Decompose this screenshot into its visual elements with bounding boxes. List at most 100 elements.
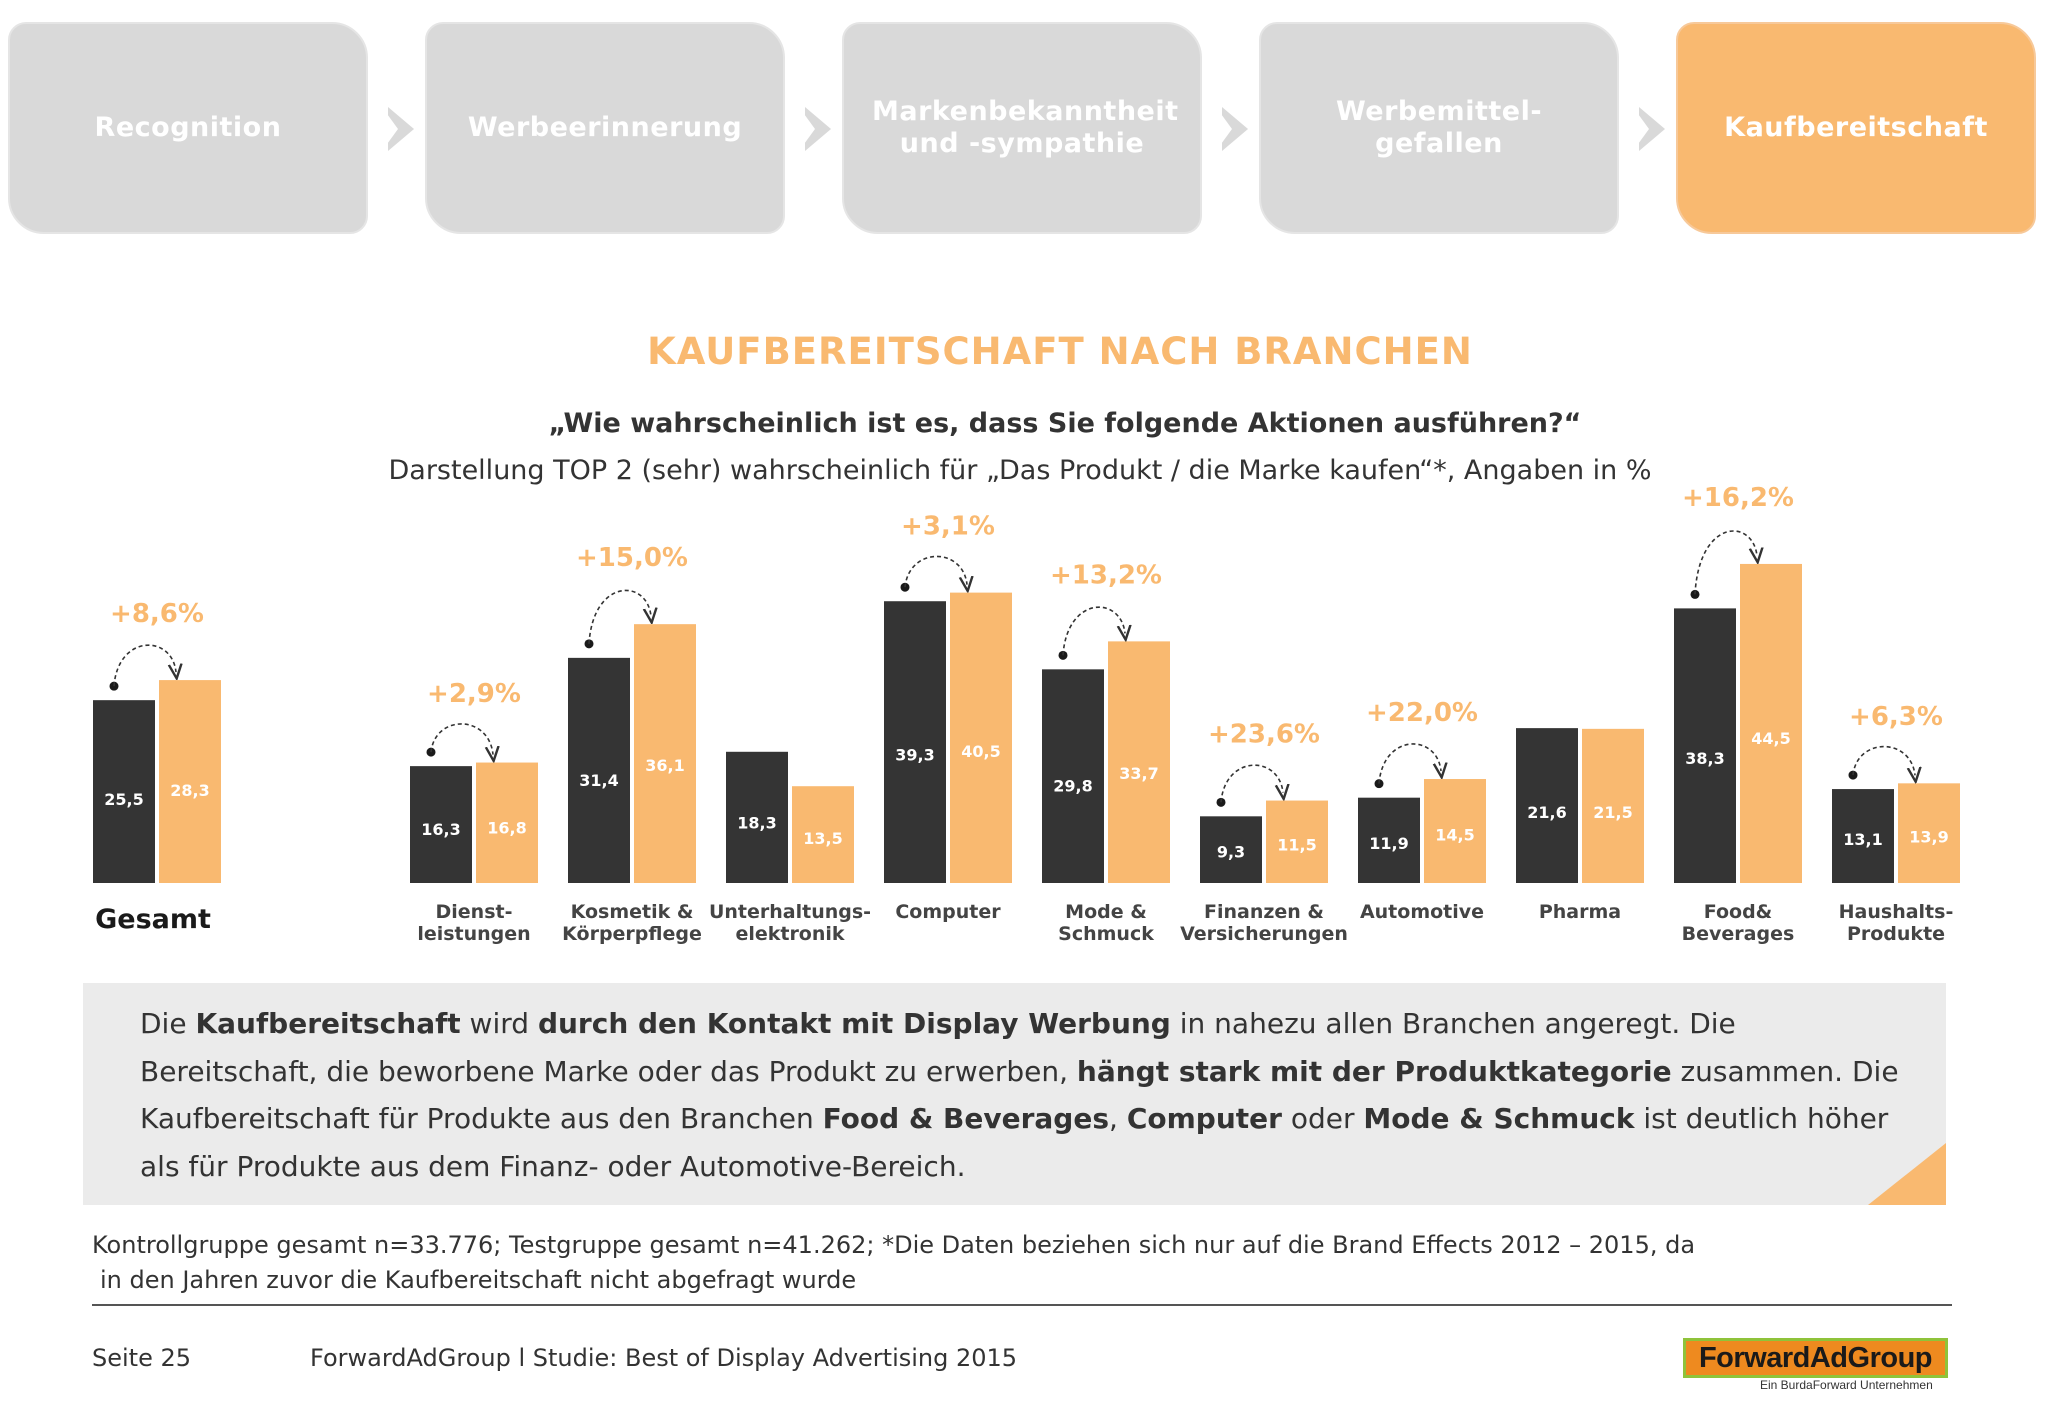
data-label-test: 33,7 — [1119, 764, 1158, 783]
data-label-test: 28,3 — [170, 781, 209, 800]
chart-subtitle: Darstellung TOP 2 (sehr) wahrscheinlich … — [388, 455, 1652, 486]
category-label: Mode & — [1065, 901, 1147, 923]
uplift-label: +6,3% — [1849, 702, 1943, 732]
arrow-start-dot — [900, 582, 910, 592]
category-label: Kosmetik & — [571, 901, 694, 923]
uplift-arrow — [1694, 530, 1757, 595]
uplift-arrow — [1378, 743, 1441, 784]
bar-control — [1358, 797, 1420, 883]
bar-control — [1674, 608, 1736, 883]
bar-control — [1516, 728, 1578, 883]
uplift-arrow — [1852, 745, 1915, 776]
arrow-start-dot — [1690, 589, 1700, 599]
data-label-test: 36,1 — [645, 756, 684, 775]
chart-question: „Wie wahrscheinlich ist es, dass Sie fol… — [548, 408, 1582, 439]
logo-subtitle: Ein BurdaForward Unternehmen — [1760, 1378, 1933, 1392]
chevron-right-icon — [1216, 107, 1248, 151]
logo: ForwardAdGroup — [1683, 1338, 1948, 1378]
step-label: Werbemittel- gefallen — [1335, 96, 1543, 159]
uplift-arrow — [430, 723, 493, 755]
data-label-test: 13,9 — [1909, 828, 1948, 847]
bar-control — [1042, 669, 1104, 883]
data-label-test: 40,5 — [961, 742, 1000, 761]
step-werbeerinnerung: Werbeerinnerung — [425, 22, 785, 234]
chart-title: KAUFBEREITSCHAFT NACH BRANCHEN — [647, 330, 1473, 373]
data-label-control: 13,1 — [1843, 830, 1882, 849]
bar-test — [1740, 563, 1802, 883]
uplift-label: +22,0% — [1366, 698, 1478, 728]
divider — [92, 1304, 1952, 1306]
chevron-right-icon — [382, 107, 414, 151]
uplift-arrow — [588, 589, 651, 644]
data-label-control: 29,8 — [1053, 776, 1092, 795]
footnote: Kontrollgruppe gesamt n=33.776; Testgrup… — [92, 1228, 1872, 1298]
data-label-test: 16,8 — [487, 818, 526, 837]
category-label: leistungen — [417, 923, 530, 945]
arrow-start-dot — [1848, 770, 1858, 780]
bar-control — [93, 700, 155, 883]
data-label-control: 38,3 — [1685, 749, 1724, 768]
data-label-test: 44,5 — [1751, 729, 1790, 748]
arrow-start-dot — [426, 747, 436, 757]
data-label-control: 31,4 — [579, 771, 618, 790]
data-label-control: 18,3 — [737, 813, 776, 832]
bar-test — [1424, 779, 1486, 883]
arrow-start-dot — [1374, 779, 1384, 789]
bar-control — [1200, 816, 1262, 883]
step-label: Werbeerinnerung — [467, 112, 743, 143]
bar-test — [159, 680, 221, 883]
category-label: Schmuck — [1058, 923, 1154, 945]
category-label: elektronik — [735, 923, 844, 945]
uplift-label: +15,0% — [576, 543, 688, 573]
uplift-arrow — [113, 644, 176, 687]
category-label: Versicherungen — [1180, 923, 1348, 945]
arrow-start-dot — [1058, 650, 1068, 660]
uplift-label: +23,6% — [1208, 720, 1320, 750]
page-number: Seite 25 — [92, 1344, 192, 1372]
category-label: Food& — [1704, 901, 1773, 923]
data-label-test: 11,5 — [1277, 835, 1316, 854]
step-recognition: Recognition — [8, 22, 368, 234]
category-label: Dienst- — [436, 901, 513, 923]
footnote-line: Kontrollgruppe gesamt n=33.776; Testgrup… — [92, 1231, 1696, 1259]
data-label-test: 14,5 — [1435, 826, 1474, 845]
step-markenbekanntheit: Markenbekanntheit und -sympathie — [842, 22, 1202, 234]
uplift-label: +13,2% — [1050, 560, 1162, 590]
uplift-label: +16,2% — [1682, 483, 1794, 513]
source-text: ForwardAdGroup l Studie: Best of Display… — [310, 1344, 1018, 1372]
arrow-start-dot — [1216, 797, 1226, 807]
category-label: Produkte — [1847, 923, 1945, 945]
data-label-control: 25,5 — [104, 790, 143, 809]
category-label: Unterhaltungs- — [709, 901, 871, 923]
uplift-arrow — [1220, 764, 1283, 803]
bar-control — [568, 657, 630, 883]
uplift-arrow — [904, 555, 967, 587]
step-werbemittelgefallen: Werbemittel- gefallen — [1259, 22, 1619, 234]
step-label: Recognition — [94, 112, 282, 143]
summary-text: Die Kaufbereitschaft wird durch den Kont… — [140, 1007, 1899, 1183]
bar-test — [950, 592, 1012, 883]
category-label: Haushalts- — [1839, 901, 1954, 923]
step-label: Markenbekanntheit und -sympathie — [872, 96, 1179, 159]
data-label-control: 16,3 — [421, 820, 460, 839]
summary-box — [83, 983, 1946, 1205]
bar-test — [792, 786, 854, 883]
data-label-control: 11,9 — [1369, 834, 1408, 853]
arrow-start-dot — [584, 639, 594, 649]
bar-test — [476, 762, 538, 883]
arrow-start-dot — [109, 681, 119, 691]
data-label-control: 21,6 — [1527, 803, 1566, 822]
category-label: Beverages — [1682, 923, 1795, 945]
bar-test — [1898, 783, 1960, 883]
step-label: Kaufbereitschaft — [1724, 112, 1988, 143]
data-label-test: 13,5 — [803, 829, 842, 848]
folded-corner — [1868, 1143, 1946, 1205]
bar-control — [410, 766, 472, 883]
bar-control — [884, 601, 946, 883]
bar-test — [1582, 728, 1644, 883]
bar-control — [1832, 789, 1894, 883]
bar-test — [634, 624, 696, 883]
data-label-control: 9,3 — [1217, 843, 1245, 862]
uplift-label: +2,9% — [427, 679, 521, 709]
uplift-label: +3,1% — [901, 512, 995, 542]
